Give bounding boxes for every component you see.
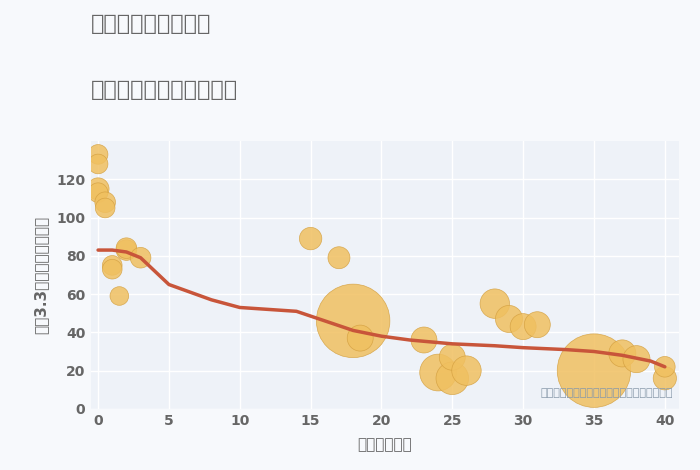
Point (617, 350, 628, 357)
Point (517, 323, 528, 330)
Point (106, 262, 118, 269)
Point (99, 198, 111, 206)
Point (447, 353, 458, 361)
Point (433, 369, 444, 376)
Point (419, 336, 430, 344)
Point (333, 254, 344, 261)
X-axis label: 築年数（年）: 築年数（年） (358, 437, 412, 452)
Point (305, 235, 316, 243)
Point (121, 244, 132, 252)
Point (135, 254, 146, 261)
Text: 円の大きさは、取引のあった物件面積を示す: 円の大きさは、取引のあった物件面積を示す (540, 388, 673, 398)
Point (99, 204, 111, 212)
Point (121, 246, 132, 254)
Y-axis label: 坪（3.3㎡）単価（万円）: 坪（3.3㎡）単価（万円） (33, 216, 48, 334)
Point (347, 317, 358, 325)
Point (106, 266, 118, 273)
Point (92, 151, 104, 158)
Point (355, 334, 366, 342)
Point (503, 315, 514, 323)
Point (92, 160, 104, 168)
Point (461, 367, 472, 375)
Point (92, 185, 104, 193)
Point (113, 292, 125, 300)
Point (532, 321, 543, 329)
Point (659, 375, 671, 382)
Point (589, 367, 600, 375)
Text: 築年数別中古戸建て価格: 築年数別中古戸建て価格 (91, 80, 238, 100)
Point (631, 355, 642, 363)
Point (489, 300, 500, 307)
Point (447, 375, 458, 382)
Point (92, 189, 104, 196)
Point (659, 363, 671, 370)
Text: 兵庫県姫路市幸町の: 兵庫県姫路市幸町の (91, 14, 211, 34)
